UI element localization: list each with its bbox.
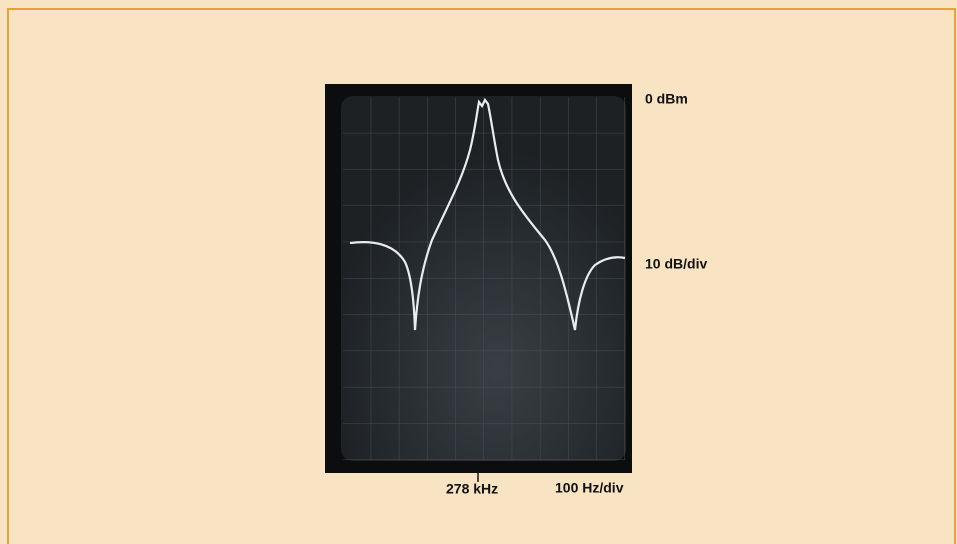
center-frequency-label: 278 kHz	[446, 481, 498, 497]
frame-border	[7, 8, 956, 544]
horizontal-scale-label: 100 Hz/div	[555, 480, 624, 496]
oscilloscope-photo	[325, 84, 632, 482]
graticule	[343, 97, 625, 460]
spectrum-trace	[349, 97, 626, 331]
reference-level-label: 0 dBm	[645, 91, 688, 107]
vertical-scale-label: 10 dB/div	[645, 256, 707, 272]
